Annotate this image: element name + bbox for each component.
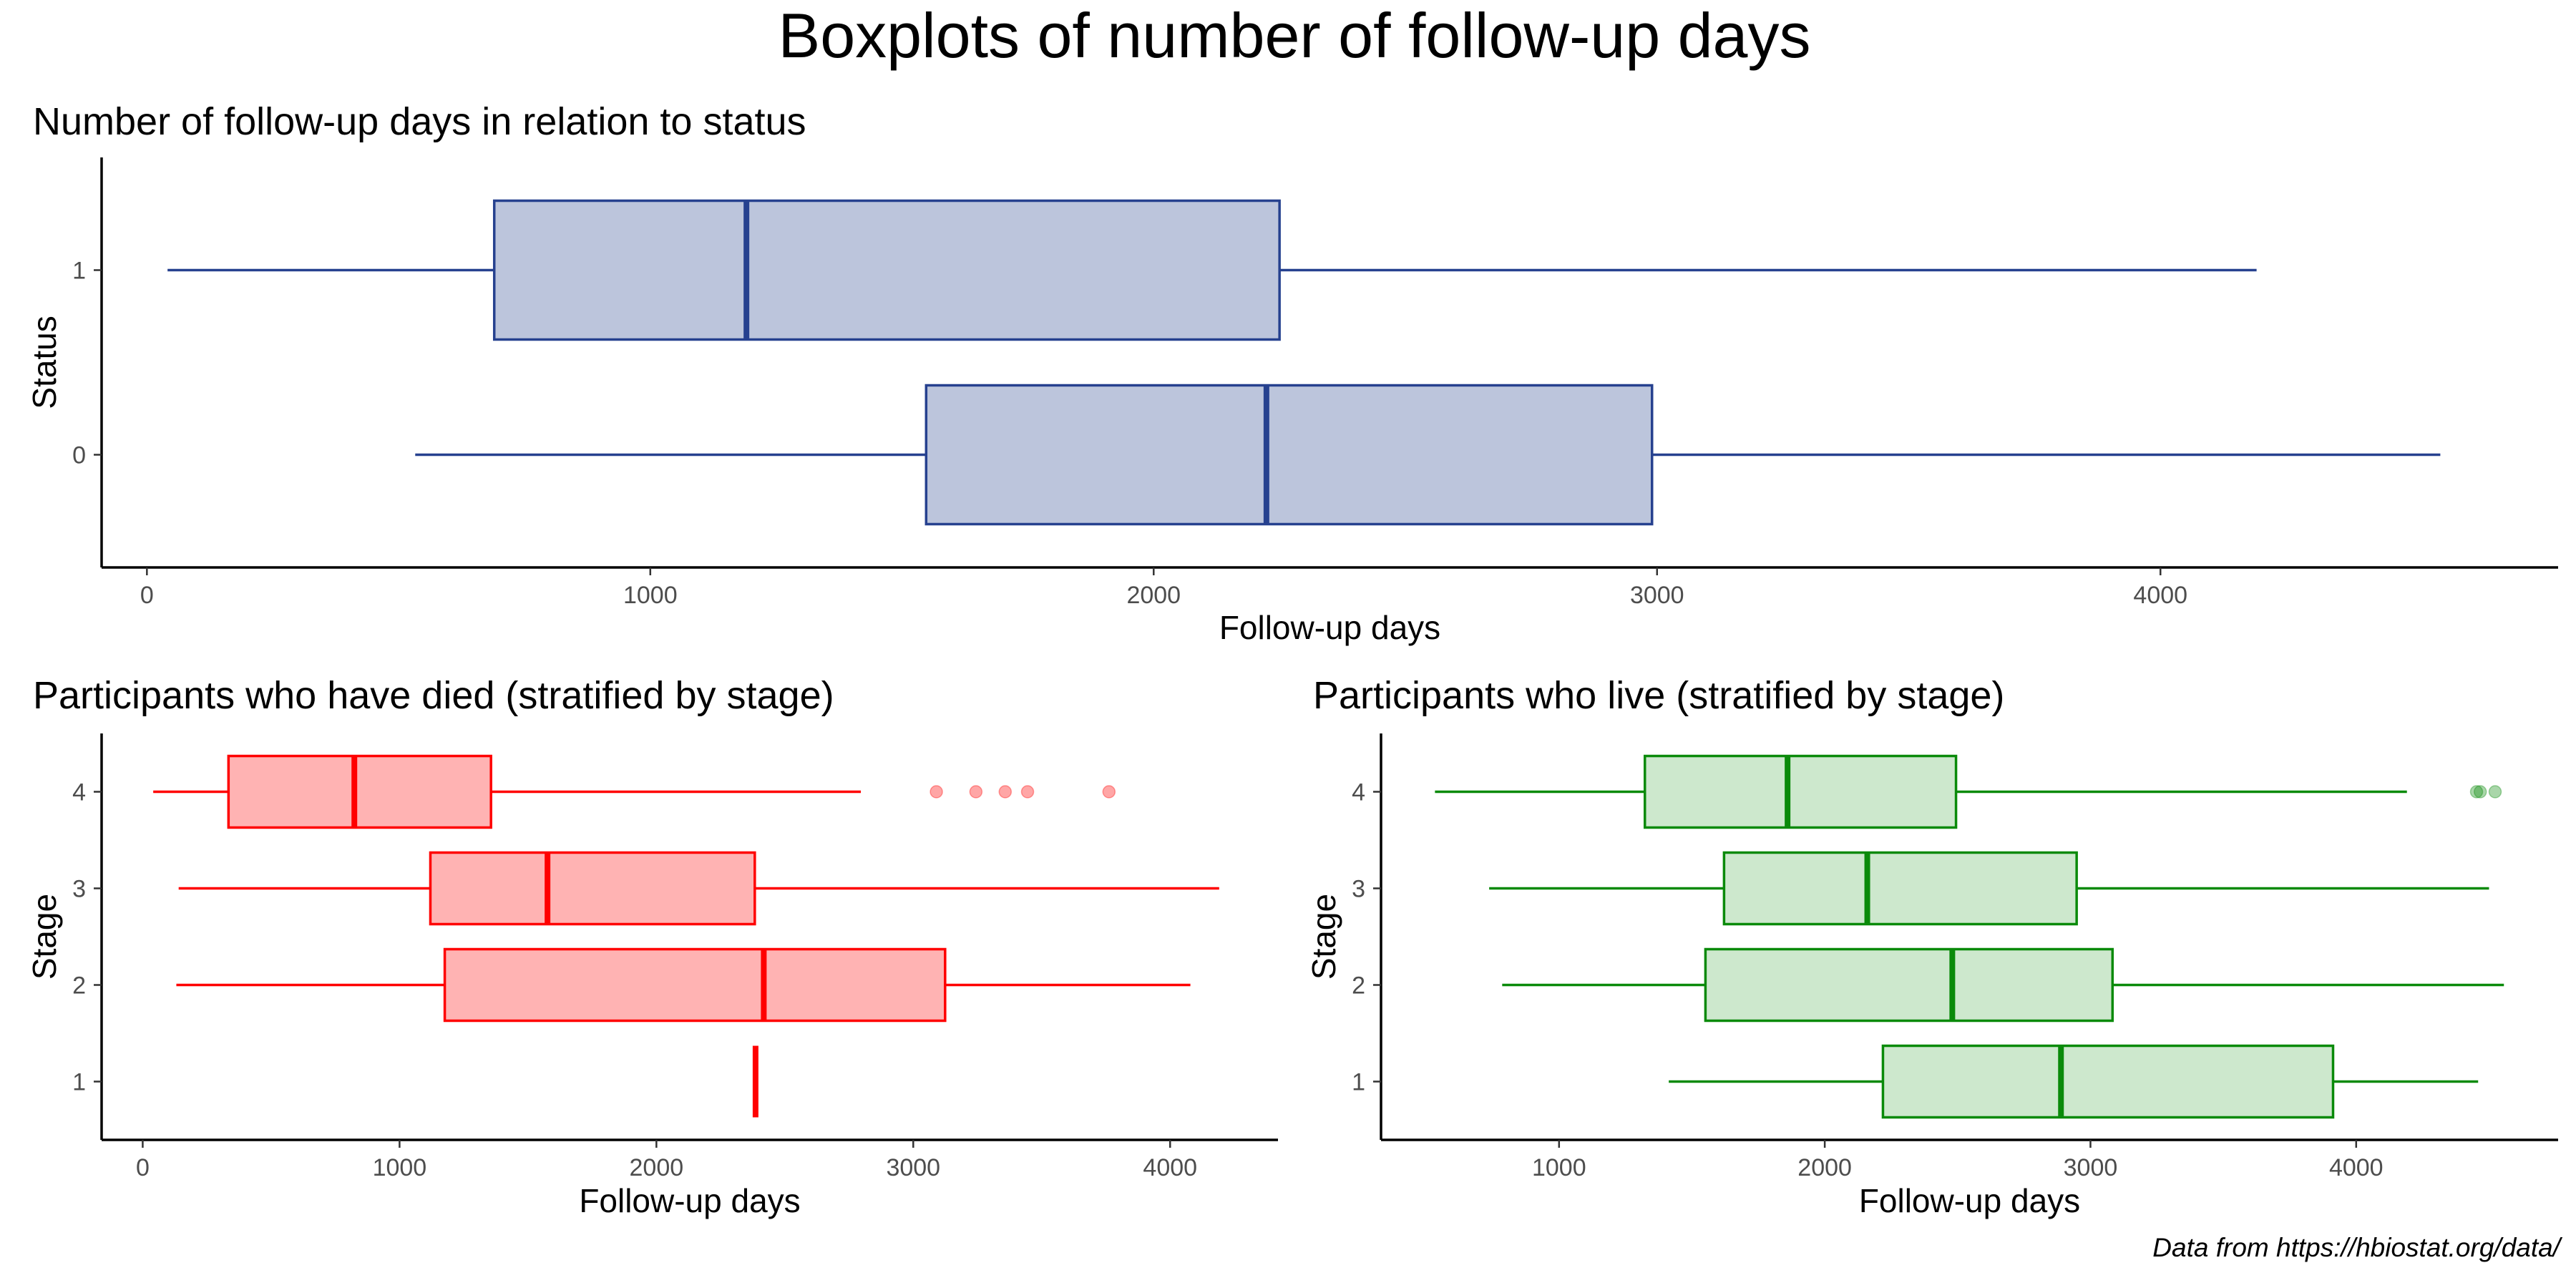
x-tick-label: 4000 [1143,1154,1197,1181]
outlier-point [998,785,1013,799]
outlier-point [2488,785,2502,799]
y-tick-label: 2 [72,972,86,1000]
panel-0: Number of follow-up days in relation to … [26,100,2558,646]
outlier-point [930,785,943,799]
y-axis-title: Status [26,316,63,409]
y-tick-label: 1 [72,1069,86,1096]
x-axis-title: Follow-up days [579,1182,800,1219]
x-tick-label: 3000 [886,1154,940,1181]
x-tick-label: 1000 [623,582,678,609]
y-tick-label: 1 [72,258,86,285]
box-3 [178,851,1219,926]
panels: Number of follow-up days in relation to … [26,100,2558,1219]
x-tick-label: 0 [140,582,154,609]
y-tick-label: 4 [72,779,86,806]
x-tick-label: 3000 [1630,582,1684,609]
outlier-point [1020,785,1035,799]
caption: Data from https://hbiostat.org/data/ [2152,1233,2562,1262]
x-axis-title: Follow-up days [1859,1182,2080,1219]
y-axis-title: Stage [26,894,63,980]
box-1 [1669,1044,2479,1119]
iqr-box [1722,851,2078,926]
x-tick-label: 1000 [373,1154,427,1181]
box-4 [153,754,1116,829]
y-tick-label: 2 [1352,972,1365,1000]
y-axis-title: Stage [1305,894,1342,980]
x-tick-label: 2000 [630,1154,684,1181]
box-2 [176,947,1191,1023]
x-tick-label: 2000 [1126,582,1181,609]
x-tick-label: 4000 [2329,1154,2384,1181]
iqr-box [1643,754,1958,829]
y-tick-label: 0 [72,442,86,469]
iqr-box [492,199,1281,341]
iqr-box [443,947,947,1023]
iqr-box [1881,1044,2335,1119]
x-tick-label: 3000 [2064,1154,2118,1181]
x-tick-label: 1000 [1532,1154,1586,1181]
iqr-box [227,754,492,829]
outlier-point [969,785,983,799]
y-tick-label: 3 [72,876,86,903]
outlier-point [2473,785,2487,799]
x-axis-title: Follow-up days [1219,609,1440,646]
main-title: Boxplots of number of follow-up days [779,0,1811,71]
panel-1: Participants who have died (stratified b… [26,674,1278,1219]
outlier-point [2469,785,2484,799]
y-tick-label: 3 [1352,876,1365,903]
box-0 [415,384,2441,526]
box-1 [167,199,2257,341]
y-tick-label: 1 [1352,1069,1365,1096]
panel-title: Participants who have died (stratified b… [33,674,834,717]
iqr-box [429,851,756,926]
x-tick-label: 4000 [2133,582,2187,609]
y-tick-label: 4 [1352,779,1365,806]
panel-2: Participants who live (stratified by sta… [1305,674,2558,1219]
panel-title: Participants who live (stratified by sta… [1313,674,2004,717]
box-2 [1502,947,2504,1023]
box-4 [1435,754,2502,829]
outlier-point [1102,785,1116,799]
panel-title: Number of follow-up days in relation to … [33,100,806,143]
iqr-box [1704,947,2114,1023]
box-3 [1489,851,2489,926]
x-tick-label: 0 [136,1154,150,1181]
iqr-box [924,384,1654,526]
x-tick-label: 2000 [1797,1154,1852,1181]
